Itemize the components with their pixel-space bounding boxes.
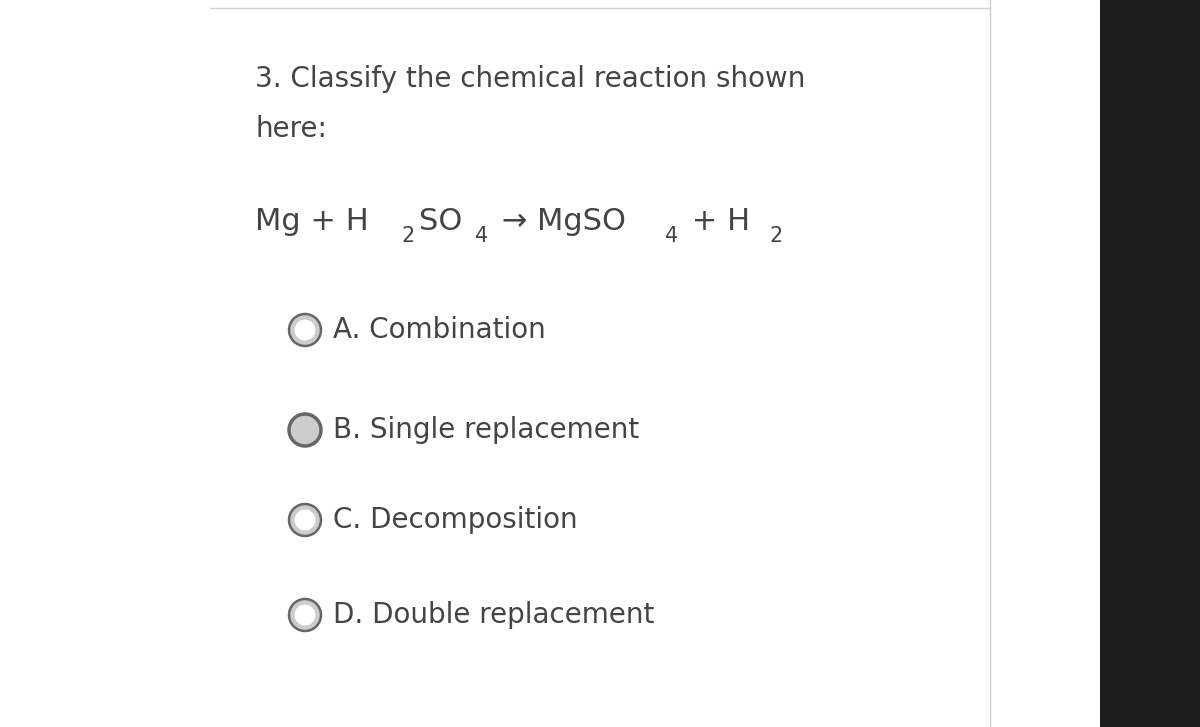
Circle shape: [295, 320, 316, 340]
Circle shape: [295, 605, 316, 625]
Text: here:: here:: [256, 115, 326, 143]
Circle shape: [289, 504, 322, 536]
Text: 2: 2: [770, 226, 784, 246]
Text: Mg + H: Mg + H: [256, 207, 368, 236]
Circle shape: [289, 414, 322, 446]
Text: A. Combination: A. Combination: [334, 316, 546, 344]
Text: → MgSO: → MgSO: [492, 207, 626, 236]
Text: B. Single replacement: B. Single replacement: [334, 416, 640, 444]
Text: D. Double replacement: D. Double replacement: [334, 601, 654, 629]
Text: + H: + H: [682, 207, 750, 236]
Text: 2: 2: [402, 226, 415, 246]
Circle shape: [289, 314, 322, 346]
Text: 4: 4: [665, 226, 678, 246]
Circle shape: [289, 599, 322, 631]
Bar: [1100, 0, 1200, 727]
Text: 4: 4: [475, 226, 488, 246]
Circle shape: [295, 510, 316, 531]
Text: SO: SO: [419, 207, 462, 236]
Text: C. Decomposition: C. Decomposition: [334, 506, 577, 534]
Text: 3. Classify the chemical reaction shown: 3. Classify the chemical reaction shown: [256, 65, 805, 93]
